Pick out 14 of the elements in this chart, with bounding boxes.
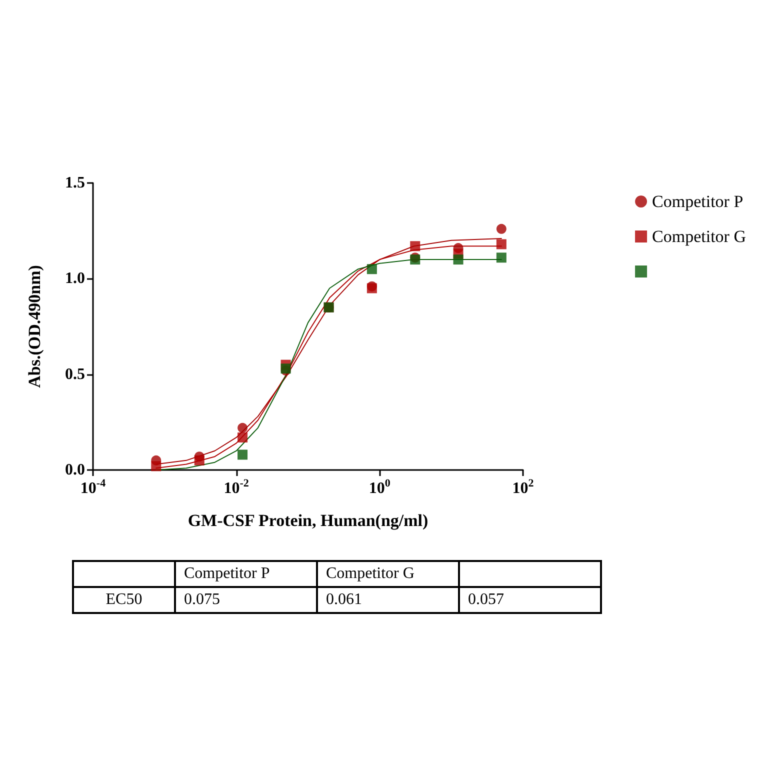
text: Competitor P — [184, 565, 270, 582]
x-axis-title: GM-CSF Protein, Human(ng/ml) — [188, 511, 428, 530]
y-axis-title: Abs.(OD.490nm) — [25, 265, 44, 388]
legend-label: Competitor P — [652, 192, 744, 211]
y-tick-label: 1.0 — [65, 270, 85, 288]
text: 0.075 — [175, 587, 317, 613]
legend-label: Competitor G — [652, 227, 746, 246]
text: 0.057 — [459, 587, 601, 613]
y-tick-label: 0.5 — [65, 366, 85, 383]
text: 0.061 — [317, 587, 459, 613]
text: Competitor G — [326, 565, 414, 582]
text: EC50 — [73, 587, 175, 613]
y-tick-label: 1.5 — [65, 174, 85, 192]
y-tick-label: 0.0 — [65, 462, 85, 478]
